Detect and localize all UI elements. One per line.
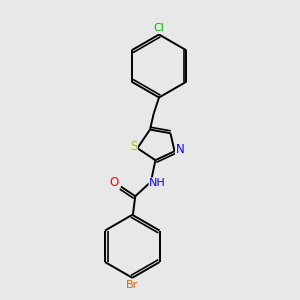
Text: O: O — [110, 176, 119, 190]
Text: Br: Br — [126, 280, 138, 290]
Text: Cl: Cl — [154, 23, 164, 33]
Text: N: N — [176, 143, 184, 156]
Text: NH: NH — [149, 178, 166, 188]
Text: S: S — [130, 140, 137, 153]
